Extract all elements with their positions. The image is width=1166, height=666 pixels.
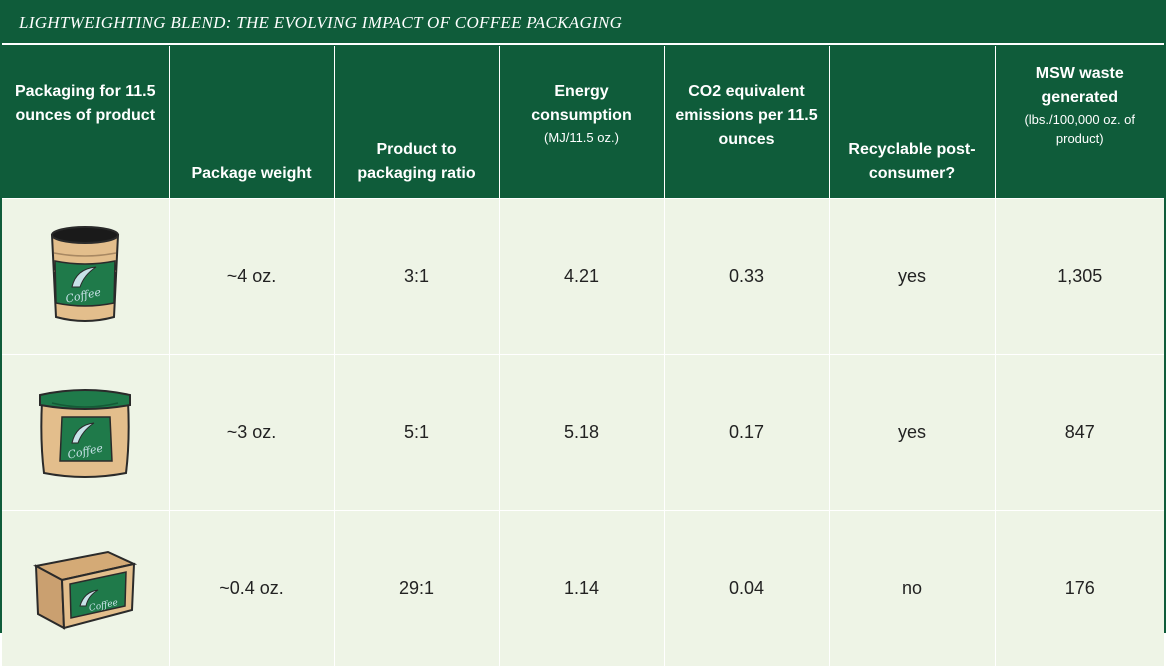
packaging-image-cell: Coffee	[2, 355, 169, 511]
cell-product-ratio: 29:1	[334, 511, 499, 666]
packaging-image-cell: Coffee	[2, 199, 169, 355]
header-energy: Energy consumption (MJ/11.5 oz.)	[499, 46, 664, 199]
header-msw: MSW waste generated (lbs./100,000 oz. of…	[995, 46, 1164, 199]
coffee-can-icon: Coffee	[40, 221, 130, 333]
cell-product-ratio: 3:1	[334, 199, 499, 355]
header-product-ratio: Product to packaging ratio	[334, 46, 499, 199]
cell-product-ratio: 5:1	[334, 355, 499, 511]
header-energy-unit: (MJ/11.5 oz.)	[506, 128, 658, 147]
table-title: LIGHTWEIGHTING BLEND: THE EVOLVING IMPAC…	[2, 2, 1164, 43]
cell-co2: 0.04	[664, 511, 829, 666]
coffee-plastic-container-icon: Coffee	[32, 381, 138, 485]
header-energy-label: Energy consumption	[531, 83, 631, 124]
cell-energy: 4.21	[499, 199, 664, 355]
cell-recyclable: no	[829, 511, 995, 666]
packaging-table-frame: LIGHTWEIGHTING BLEND: THE EVOLVING IMPAC…	[0, 0, 1166, 633]
header-package-weight: Package weight	[169, 46, 334, 199]
cell-recyclable: yes	[829, 199, 995, 355]
cell-package-weight: ~0.4 oz.	[169, 511, 334, 666]
cell-co2: 0.17	[664, 355, 829, 511]
cell-msw: 847	[995, 355, 1164, 511]
cell-energy: 5.18	[499, 355, 664, 511]
header-msw-label: MSW waste generated	[1036, 65, 1124, 106]
header-row: Packaging for 11.5 ounces of product Pac…	[2, 46, 1164, 199]
coffee-pouch-box-icon: Coffee	[30, 544, 140, 634]
cell-co2: 0.33	[664, 199, 829, 355]
header-co2: CO2 equivalent emissions per 11.5 ounces	[664, 46, 829, 199]
header-recyclable: Recyclable post-consumer?	[829, 46, 995, 199]
cell-msw: 176	[995, 511, 1164, 666]
packaging-image-cell: Coffee	[2, 511, 169, 666]
packaging-comparison-table: Packaging for 11.5 ounces of product Pac…	[2, 46, 1164, 666]
cell-recyclable: yes	[829, 355, 995, 511]
cell-energy: 1.14	[499, 511, 664, 666]
cell-msw: 1,305	[995, 199, 1164, 355]
table-row: Coffee ~4 oz. 3:1 4.21 0.33 yes 1,305	[2, 199, 1164, 355]
header-msw-unit: (lbs./100,000 oz. of product)	[1002, 110, 1159, 148]
header-packaging: Packaging for 11.5 ounces of product	[2, 46, 169, 199]
table-row: Coffee ~3 oz. 5:1 5.18 0.17 yes 847	[2, 355, 1164, 511]
table-row: Coffee ~0.4 oz. 29:1 1.14 0.04 no 176	[2, 511, 1164, 666]
cell-package-weight: ~3 oz.	[169, 355, 334, 511]
cell-package-weight: ~4 oz.	[169, 199, 334, 355]
